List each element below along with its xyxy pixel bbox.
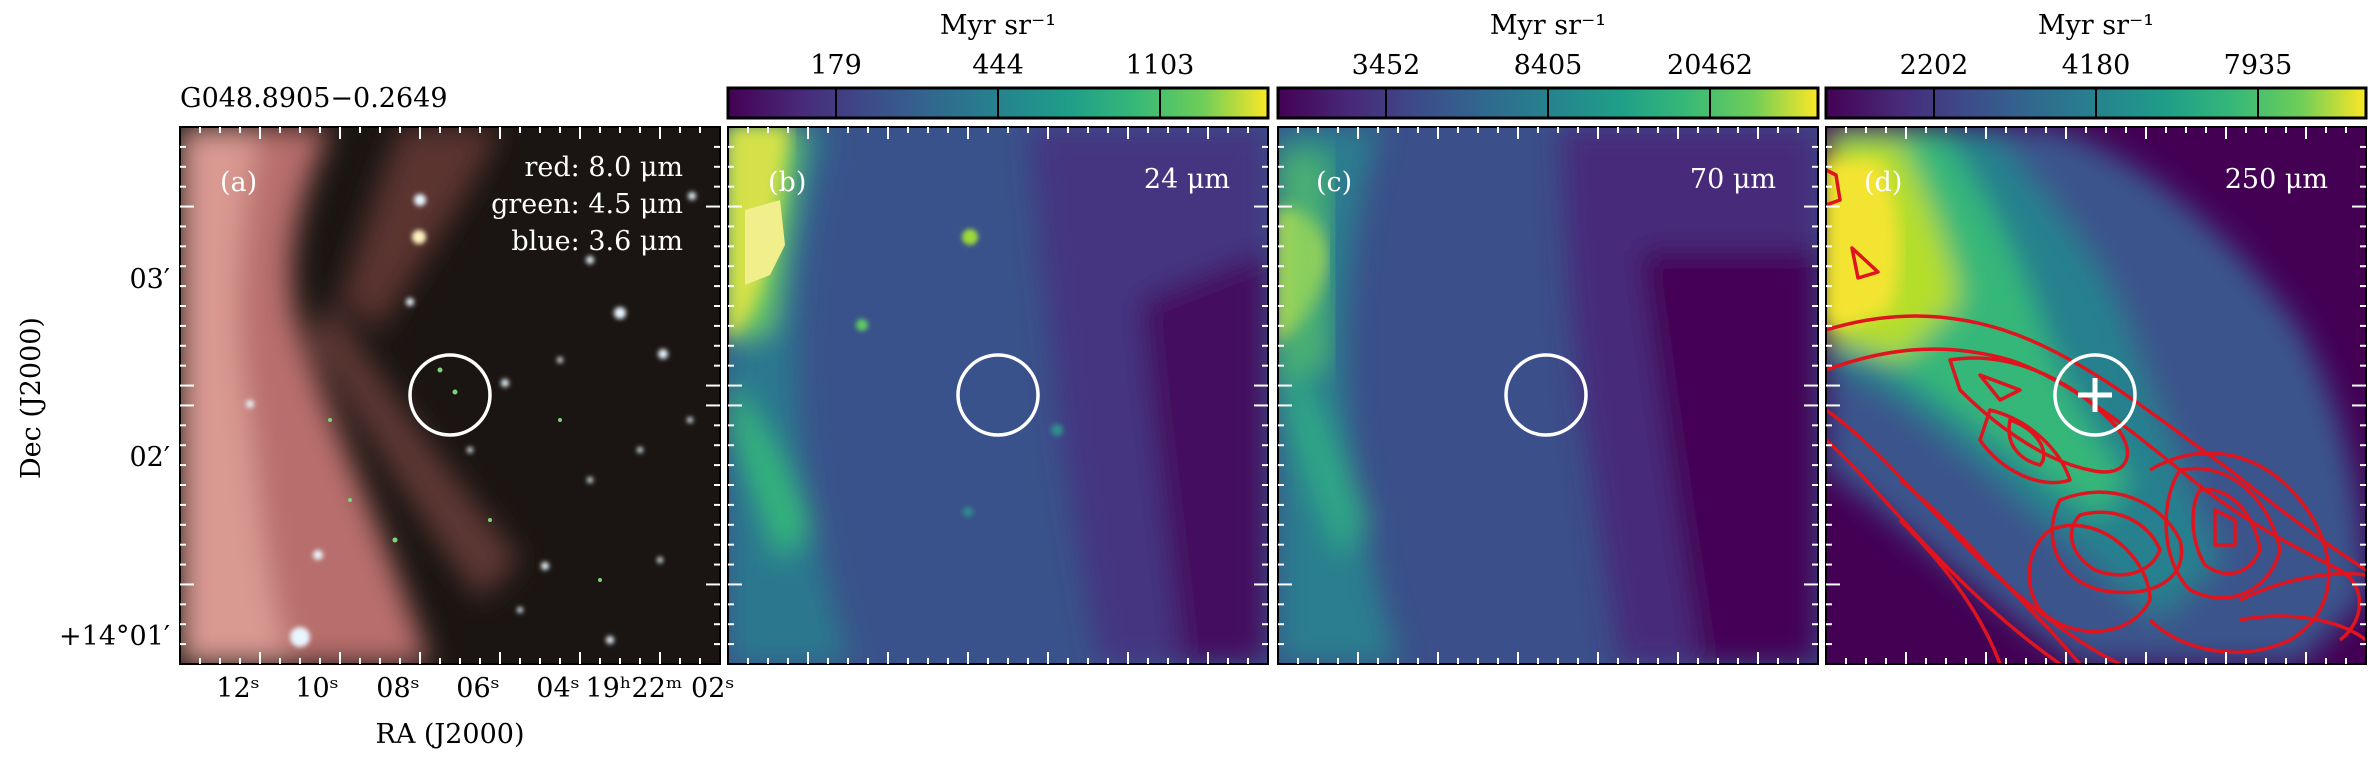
panel-c-label: (c) — [1316, 167, 1352, 198]
panel-c-band: 70 μm — [1690, 164, 1776, 195]
panel-a-source-circle — [408, 353, 492, 437]
panel-c-colorbar-ticks — [1385, 88, 1711, 118]
xtick-04s: 04ˢ — [536, 673, 579, 704]
panel-c-colorbar-unit: Myr sr⁻¹ — [1490, 10, 1606, 41]
panel-d-colorbar-unit: Myr sr⁻¹ — [2038, 10, 2154, 41]
panel-d-colorbar-tick-1: 2202 — [1900, 50, 1969, 81]
panel-d-colorbar-tick-2: 4180 — [2062, 50, 2131, 81]
xtick-08s: 08ˢ — [376, 673, 419, 704]
xtick-02s: 19ʰ22ᵐ 02ˢ — [586, 673, 735, 704]
panel-b-colorbar-tick-3: 1103 — [1126, 50, 1195, 81]
panel-d-band: 250 μm — [2225, 164, 2328, 195]
legend-green: green: 4.5 μm — [491, 189, 683, 220]
panel-b-band: 24 μm — [1144, 164, 1230, 195]
panel-c-colorbar-tick-2: 8405 — [1514, 50, 1583, 81]
panel-b-source-circle — [956, 353, 1040, 437]
panel-b-frame — [727, 126, 1269, 665]
source-name: G048.8905−0.2649 — [180, 83, 448, 114]
panel-b-colorbar-unit: Myr sr⁻¹ — [940, 10, 1056, 41]
frame-ticks — [180, 127, 2366, 664]
x-axis-label: RA (J2000) — [375, 719, 524, 750]
panel-c-frame — [1277, 126, 1819, 665]
panel-d-colorbar-tick-3: 7935 — [2224, 50, 2293, 81]
xtick-10s: 10ˢ — [295, 673, 338, 704]
panel-c-colorbar-tick-3: 20462 — [1667, 50, 1753, 81]
panel-b-colorbar-tick-2: 444 — [972, 50, 1024, 81]
panel-c-source-circle — [1504, 353, 1588, 437]
panel-d-source-cross — [2078, 378, 2112, 412]
panel-a-frame — [179, 126, 721, 665]
panel-a-legend: red: 8.0 μm green: 4.5 μm blue: 3.6 μm — [491, 152, 683, 257]
xtick-06s: 06ˢ — [456, 673, 499, 704]
panel-c-image — [1278, 127, 1818, 664]
panel-c-colorbar-tick-1: 3452 — [1352, 50, 1421, 81]
ytick-01: +14°01′ — [59, 621, 170, 652]
ytick-03: 03′ — [130, 264, 171, 295]
panel-a-label: (a) — [220, 167, 257, 198]
legend-blue: blue: 3.6 μm — [511, 226, 683, 257]
xtick-12s: 12ˢ — [216, 673, 259, 704]
panel-d-source-circle — [2053, 353, 2137, 437]
ytick-02: 02′ — [130, 442, 171, 473]
legend-red: red: 8.0 μm — [524, 152, 683, 183]
panel-d-label: (d) — [1864, 167, 1902, 198]
panel-d-colorbar-ticks — [1933, 88, 2259, 118]
panel-b-label: (b) — [768, 167, 806, 198]
panel-a-image — [180, 127, 720, 664]
panel-d-contours — [1826, 168, 2366, 664]
y-axis-label: Dec (J2000) — [16, 317, 47, 479]
panel-b-image — [728, 127, 1268, 664]
panel-b-colorbar-ticks — [835, 88, 1161, 118]
panel-b-colorbar-tick-1: 179 — [810, 50, 862, 81]
panel-d-frame — [1825, 126, 2367, 665]
